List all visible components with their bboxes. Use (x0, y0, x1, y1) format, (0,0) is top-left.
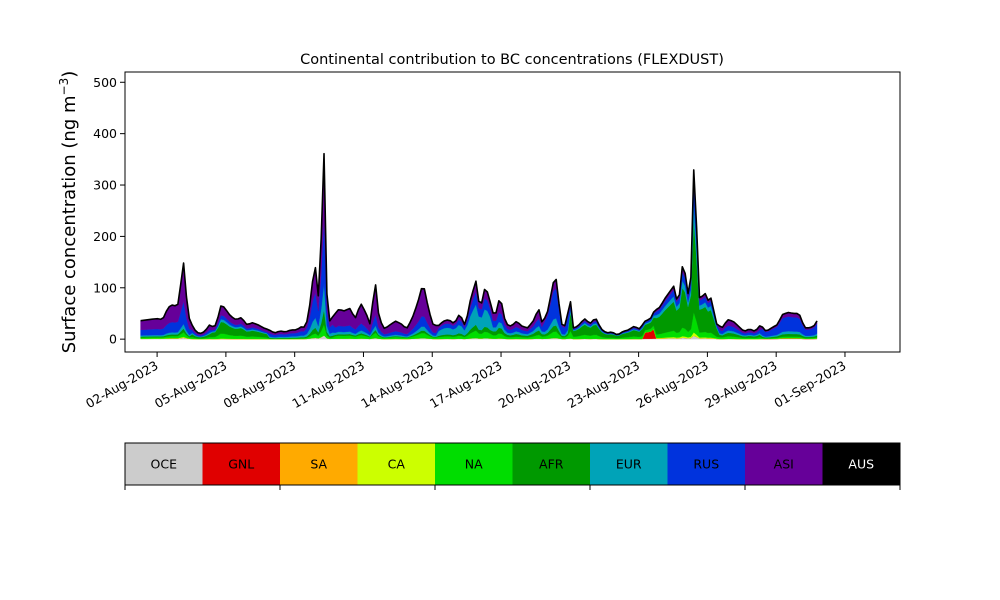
area-asi (140, 153, 818, 336)
colorbar-swatch-aus (822, 443, 901, 485)
chart-title: Continental contribution to BC concentra… (300, 52, 724, 68)
colorbar-label-oce: OCE (151, 457, 178, 472)
y-tick-label: 0 (109, 332, 117, 347)
colorbar-swatch-asi (745, 443, 823, 485)
x-tick-label: 17-Aug-2023 (427, 358, 505, 411)
area-rus (140, 181, 818, 338)
colorbar-frame (124, 442, 901, 486)
colorbar: OCE GNL SA CA NA AFR EUR RUS ASI AUS (124, 442, 901, 490)
colorbar-label-aus: AUS (848, 457, 874, 472)
x-tick-label: 26-Aug-2023 (633, 358, 711, 411)
colorbar-label-eur: EUR (616, 457, 642, 472)
colorbar-swatch-oce (125, 443, 203, 485)
y-axis: 0 100 200 300 400 500 (93, 75, 125, 347)
colorbar-swatch-na (435, 443, 513, 485)
y-tick-label: 400 (93, 126, 117, 141)
colorbar-label-asi: ASI (774, 457, 794, 472)
x-axis: 02-Aug-202305-Aug-202308-Aug-202311-Aug-… (83, 352, 848, 411)
y-tick-label: 300 (93, 178, 117, 193)
colorbar-label-na: NA (465, 457, 483, 472)
colorbar-label-rus: RUS (693, 457, 719, 472)
y-axis-label: Surface concentration (ng m−3) (57, 71, 80, 354)
x-tick-label: 14-Aug-2023 (358, 358, 436, 411)
total-line (140, 152, 818, 336)
plot-frame (124, 71, 901, 353)
y-tick-label: 100 (93, 280, 117, 295)
x-tick-label: 20-Aug-2023 (496, 358, 574, 411)
colorbar-swatch-ca (357, 443, 436, 485)
colorbar-swatch-rus (667, 443, 746, 485)
colorbar-label-ca: CA (388, 457, 406, 472)
x-tick-label: 29-Aug-2023 (702, 358, 780, 411)
stacked-areas (140, 153, 818, 340)
x-tick-label: 11-Aug-2023 (289, 358, 367, 411)
x-tick-label: 01-Sep-2023 (771, 358, 848, 411)
x-tick-label: 23-Aug-2023 (565, 358, 643, 411)
colorbar-swatch-sa (280, 443, 358, 485)
colorbar-label-gnl: GNL (228, 457, 254, 472)
colorbar-swatch-afr (512, 443, 591, 485)
colorbar-swatch-eur (590, 443, 668, 485)
x-tick-label: 02-Aug-2023 (83, 358, 161, 411)
y-tick-label: 500 (93, 75, 117, 90)
colorbar-label-sa: SA (310, 457, 327, 472)
y-tick-label: 200 (93, 229, 117, 244)
x-tick-label: 05-Aug-2023 (152, 358, 230, 411)
colorbar-swatch-gnl (202, 443, 281, 485)
colorbar-label-afr: AFR (539, 457, 564, 472)
x-tick-label: 08-Aug-2023 (221, 358, 299, 411)
